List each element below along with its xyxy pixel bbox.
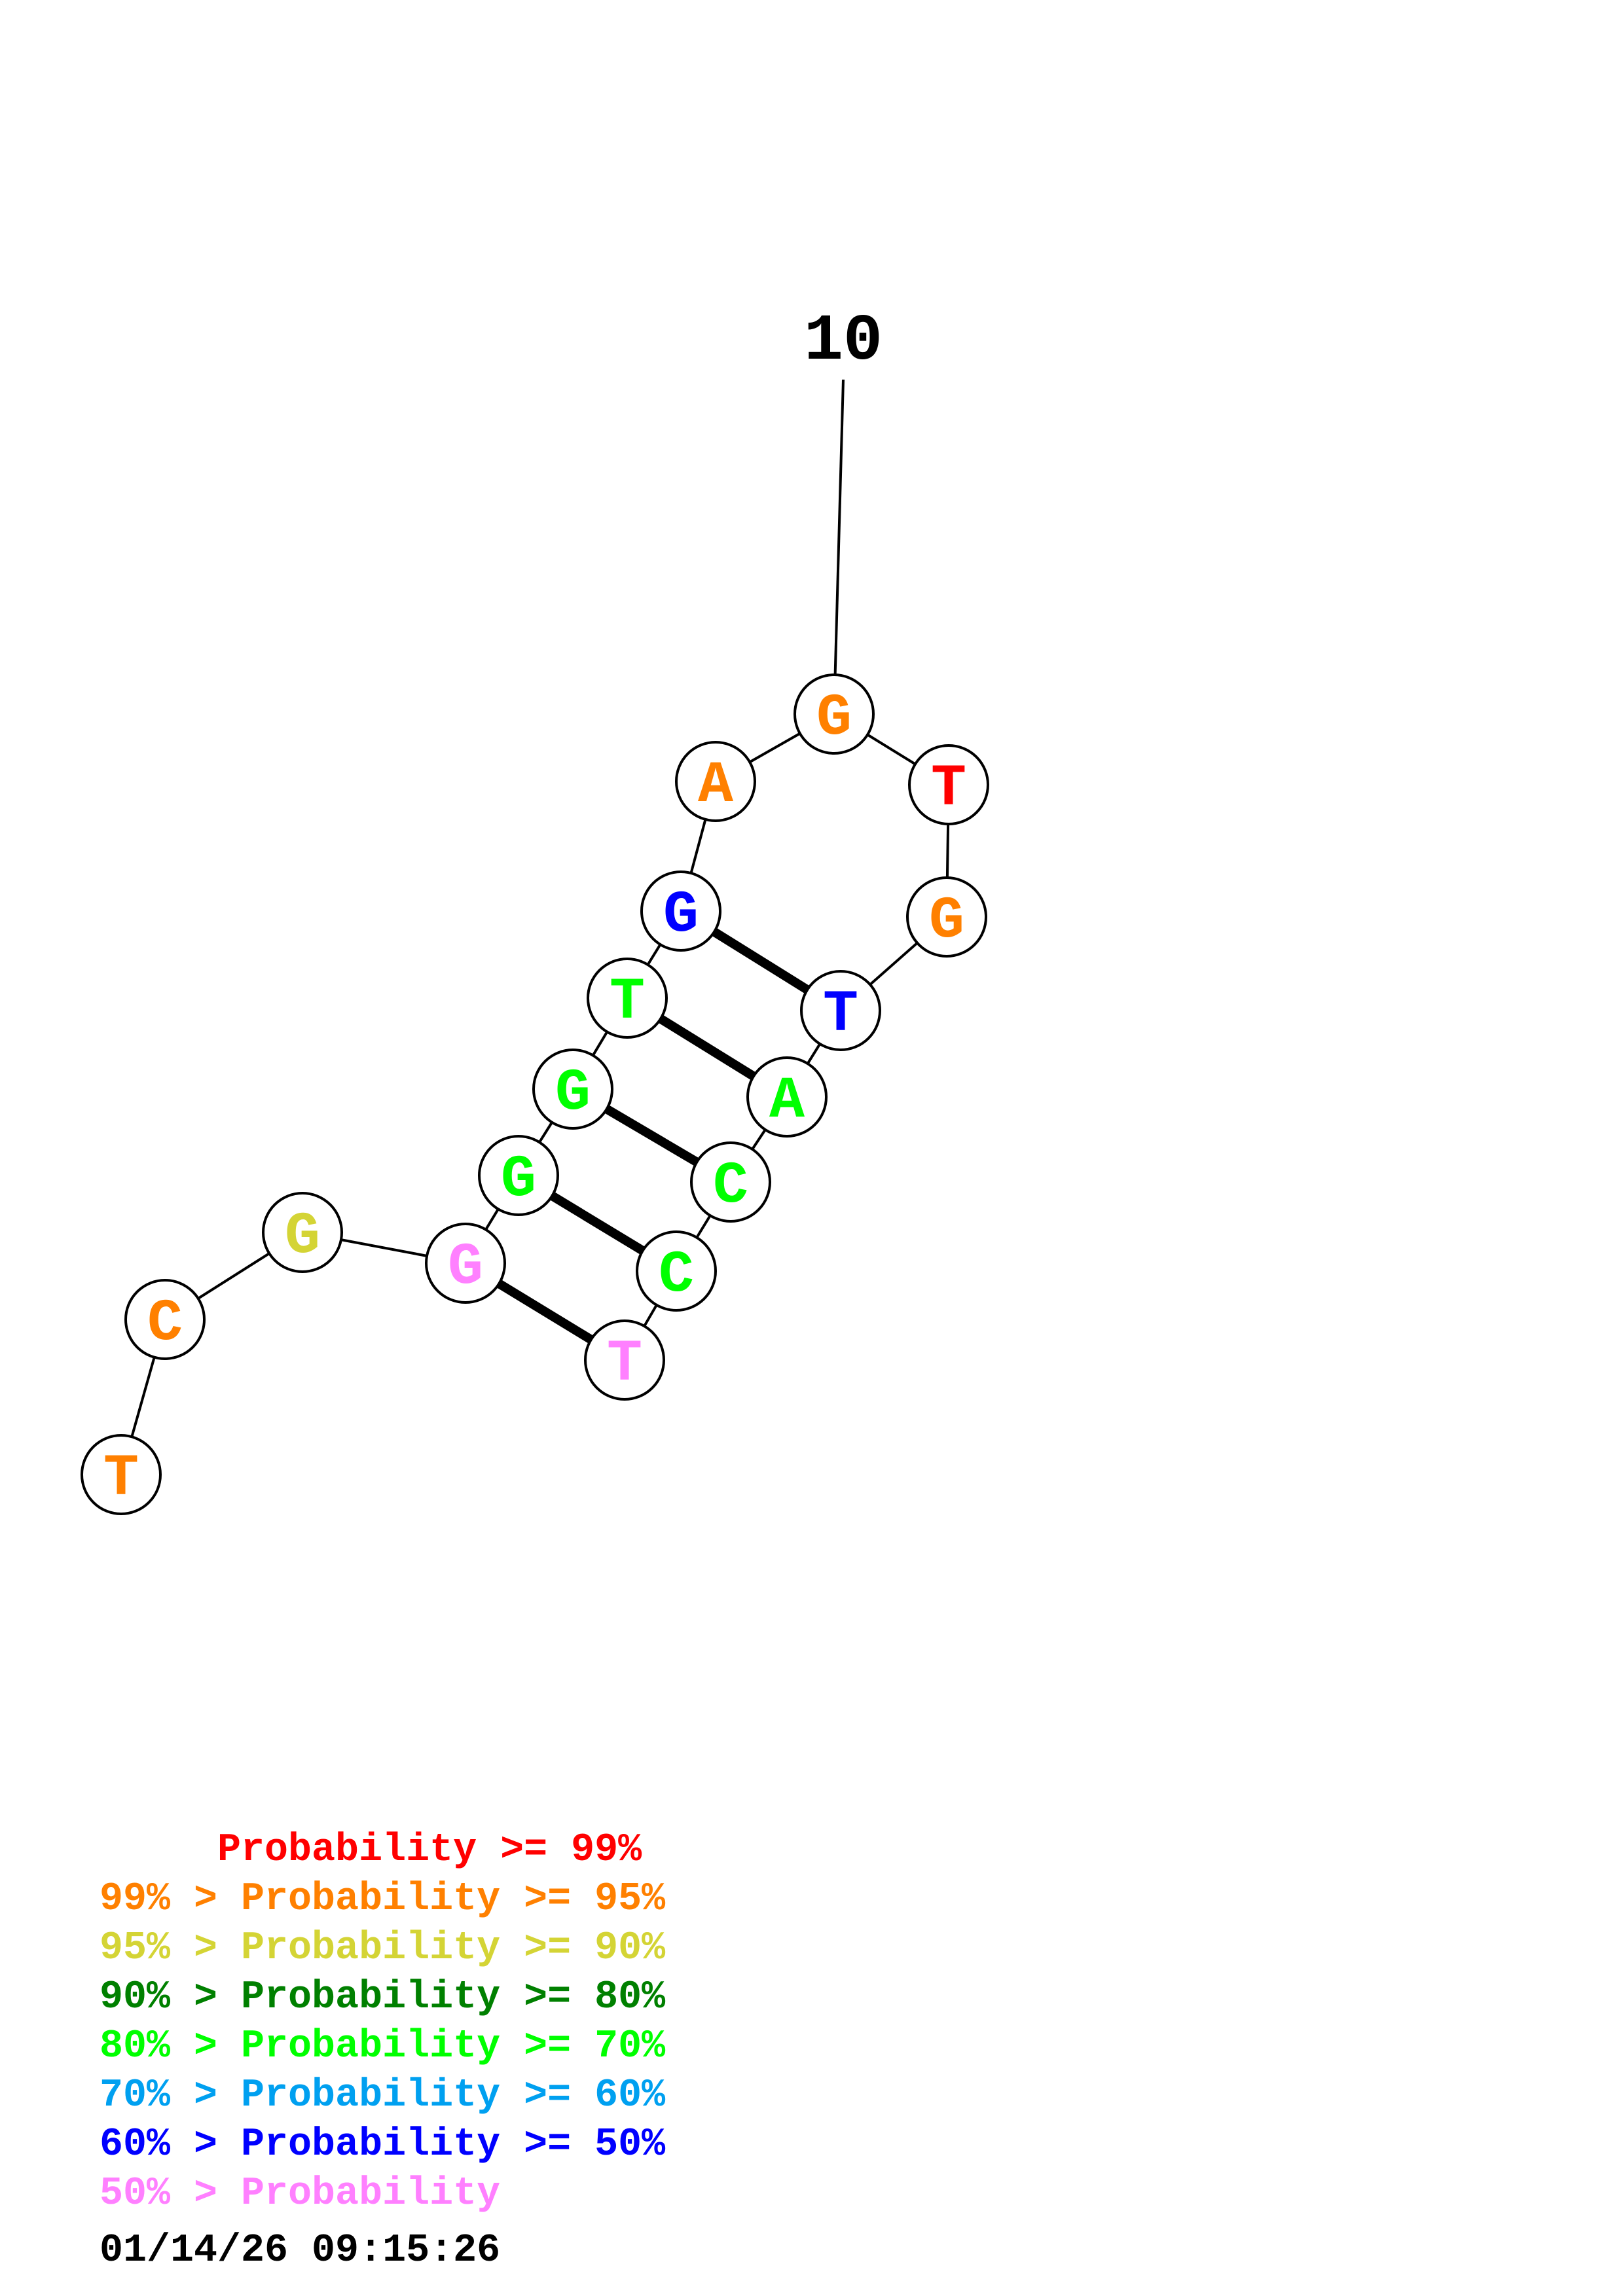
- nucleotide-circle: [636, 1230, 717, 1312]
- nucleotide-circle: [690, 1141, 771, 1223]
- position-10-tick-line: [833, 379, 845, 714]
- nucleotide-letter: T: [610, 969, 645, 1036]
- legend-line-2: 99% > Probability >= 95%: [100, 1877, 666, 1922]
- nucleotide-letter: A: [769, 1068, 805, 1135]
- nucleotide-letter: G: [816, 685, 852, 752]
- nucleotide-6: G: [532, 1049, 613, 1130]
- nucleotide-1: T: [81, 1434, 162, 1515]
- nucleotide-letter: G: [501, 1147, 536, 1213]
- nucleotide-circle: [675, 741, 756, 822]
- position-10-label: 10: [804, 305, 883, 379]
- nucleotide-11: T: [908, 744, 989, 825]
- nucleotide-9: A: [675, 741, 756, 822]
- timestamp: 01/14/26 09:15:26: [100, 2229, 501, 2273]
- nucleotide-letter: T: [607, 1331, 642, 1398]
- nucleotide-13: T: [800, 970, 881, 1051]
- legend-line-3: 95% > Probability >= 90%: [100, 1926, 666, 1971]
- legend-line-8: 50% > Probability: [100, 2172, 501, 2216]
- nucleotide-circle: [81, 1434, 162, 1515]
- nucleotide-letter: G: [448, 1234, 483, 1301]
- nucleotide-letter: C: [147, 1291, 183, 1357]
- nucleotide-2: C: [124, 1279, 206, 1360]
- nucleotide-circle: [906, 876, 987, 958]
- nucleotide-7: T: [587, 958, 668, 1039]
- probability-legend: Probability >= 99% 99% > Probability >= 9…: [100, 1826, 665, 2219]
- legend-line-6: 70% > Probability >= 60%: [100, 2073, 666, 2118]
- nucleotide-circle: [124, 1279, 206, 1360]
- nucleotide-circle: [262, 1192, 343, 1273]
- nucleotide-circle: [584, 1319, 665, 1401]
- legend-line-7: 60% > Probability >= 50%: [100, 2123, 666, 2167]
- nucleotide-letter: C: [659, 1242, 694, 1309]
- nucleotide-letter: A: [698, 753, 734, 819]
- nucleotide-letter: G: [663, 882, 699, 949]
- nucleotide-10: G: [793, 673, 875, 755]
- nucleotide-14: A: [746, 1056, 828, 1138]
- nucleotide-circle: [908, 744, 989, 825]
- nucleotide-circle: [478, 1135, 559, 1216]
- position-marker: 10: [804, 305, 883, 714]
- nucleotide-4: G: [425, 1223, 506, 1304]
- legend-line-4: 90% > Probability >= 80%: [100, 1975, 666, 2020]
- nucleotide-letter: T: [103, 1446, 139, 1513]
- nucleotide-circle: [532, 1049, 613, 1130]
- nucleotide-letter: T: [931, 756, 966, 823]
- nucleotide-letter: G: [555, 1060, 591, 1127]
- nucleotide-letter: G: [929, 888, 964, 955]
- nucleotide-letter: T: [823, 982, 858, 1049]
- nucleotide-5: G: [478, 1135, 559, 1216]
- nucleotide-letter: G: [285, 1204, 320, 1270]
- nucleotide-letter: C: [713, 1153, 748, 1220]
- nucleotide-circle: [800, 970, 881, 1051]
- nucleotide-circle: [587, 958, 668, 1039]
- nucleotide-16: C: [636, 1230, 717, 1312]
- nucleotide-circle: [640, 870, 721, 952]
- nucleotide-circle: [746, 1056, 828, 1138]
- nucleotide-8: G: [640, 870, 721, 952]
- legend-line-5: 80% > Probability >= 70%: [100, 2024, 666, 2069]
- nucleotide-3: G: [262, 1192, 343, 1273]
- nucleotide-15: C: [690, 1141, 771, 1223]
- nucleotide-12: G: [906, 876, 987, 958]
- nucleotide-circle: [793, 673, 875, 755]
- legend-line-1: Probability >= 99%: [100, 1828, 642, 1873]
- nucleotide-17: T: [584, 1319, 665, 1401]
- nucleotide-circle: [425, 1223, 506, 1304]
